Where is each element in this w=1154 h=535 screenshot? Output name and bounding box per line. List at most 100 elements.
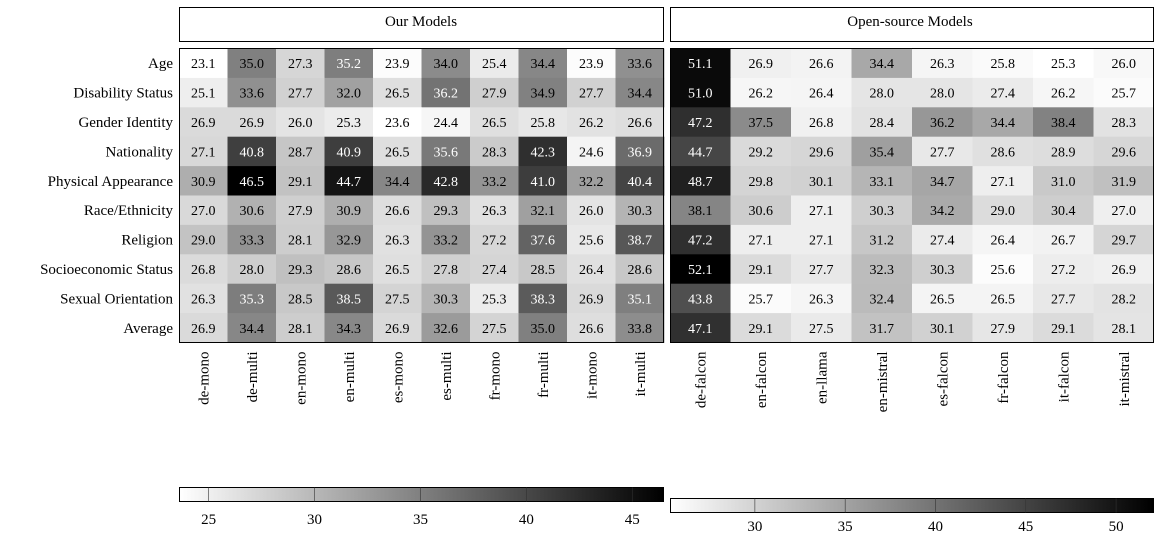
heatmap-cell [179,283,228,314]
cell-value-label: 26.5 [385,145,410,160]
column-label-en-mistral: en-mistral [875,352,891,413]
cell-value-label: 26.9 [191,322,216,337]
heatmap-cell [276,195,325,226]
heatmap-cell [179,136,228,167]
heatmap-cell [1033,48,1094,79]
cell-value-label: 29.1 [749,263,774,278]
cell-value-label: 27.7 [1051,292,1076,307]
cell-value-label: 42.8 [434,175,459,190]
cell-value-label: 25.7 [749,292,774,307]
heatmap-cell [470,136,519,167]
cell-value-label: 47.2 [688,234,713,249]
column-label-de-multi: de-multi [245,352,261,403]
cell-value-label: 25.8 [991,57,1016,72]
cell-value-label: 26.9 [191,116,216,131]
heatmap-cell [670,77,731,108]
heatmap-cell [730,313,792,343]
heatmap-cell [972,166,1034,196]
heatmap-cell [791,254,852,285]
cell-value-label: 27.2 [482,234,507,249]
cell-value-label: 28.3 [482,145,507,160]
cell-value-label: 28.9 [1051,145,1076,160]
cell-value-label: 38.1 [688,204,713,219]
panel-title-box [179,7,664,42]
cell-value-label: 27.0 [191,204,216,219]
heatmap-cell [373,195,422,226]
open-source-models-panel-title: Open-source Models [847,14,973,30]
heatmap-cell [912,224,973,255]
heatmap-cell [1033,254,1094,285]
heatmap-cell [615,166,665,196]
cell-value-label: 34.7 [930,175,955,190]
cell-value-label: 26.6 [809,57,834,72]
heatmap-cell [730,77,792,108]
heatmap-cell [567,195,616,226]
heatmap-cell [179,77,228,108]
cell-value-label: 29.3 [434,204,459,219]
cell-value-label: 34.4 [240,322,265,337]
cell-value-label: 30.1 [809,175,834,190]
cell-value-label: 47.1 [688,322,713,337]
cell-value-label: 23.9 [579,57,604,72]
heatmap-cell [851,254,913,285]
cell-value-label: 40.8 [240,145,265,160]
heatmap-cell [730,107,792,138]
cell-value-label: 25.1 [191,87,216,102]
colorbar-tick-label: 40 [928,519,943,535]
cell-value-label: 37.5 [749,116,774,131]
heatmap-cell [470,224,519,255]
cell-value-label: 25.8 [531,116,556,131]
cell-value-label: 26.4 [579,263,604,278]
heatmap-cell [518,77,568,108]
heatmap-cell [373,254,422,285]
cell-value-label: 27.1 [991,175,1016,190]
heatmap-cell [1033,283,1094,314]
heatmap-cell [421,313,471,343]
column-label-en-mono: en-mono [293,352,309,405]
heatmap-cell [912,313,973,343]
cell-value-label: 38.3 [531,292,556,307]
heatmap-cell [324,313,374,343]
heatmap-cell [730,283,792,314]
cell-value-label: 46.5 [240,175,265,190]
cell-value-label: 27.7 [809,263,834,278]
cell-value-label: 23.9 [385,57,410,72]
cell-value-label: 25.6 [579,234,604,249]
heatmap-cell [421,107,471,138]
heatmap-cell [670,107,731,138]
heatmap-cell [227,313,277,343]
cell-value-label: 26.5 [482,116,507,131]
heatmap-cell [470,313,519,343]
heatmap-cell [1033,77,1094,108]
cell-value-label: 23.6 [385,116,410,131]
heatmap-cell [972,195,1034,226]
heatmap-cell [373,166,422,196]
cell-value-label: 25.3 [482,292,507,307]
heatmap-cell [730,48,792,79]
cell-value-label: 32.6 [434,322,459,337]
cell-value-label: 29.6 [809,145,834,160]
colorbar-tick-label: 40 [519,512,534,528]
heatmap-cell [1093,77,1154,108]
cell-value-label: 31.0 [1051,175,1076,190]
cell-value-label: 48.7 [688,175,713,190]
cell-value-label: 30.6 [749,204,774,219]
cell-value-label: 26.8 [191,263,216,278]
heatmap-cell [470,48,519,79]
heatmap-cell [227,77,277,108]
cell-value-label: 34.4 [531,57,556,72]
row-label-average: Average [123,321,173,337]
column-label-es-falcon: es-falcon [935,351,951,406]
row-label-gender-identity: Gender Identity [78,115,173,131]
cell-value-label: 25.4 [482,57,507,72]
row-label-disability-status: Disability Status [73,86,173,102]
heatmap-cell [912,136,973,167]
cell-value-label: 35.2 [337,57,362,72]
heatmap-cell [179,254,228,285]
cell-value-label: 26.5 [930,292,955,307]
heatmap-cell [421,195,471,226]
heatmap-cell [227,166,277,196]
heatmap-cell [972,107,1034,138]
cell-value-label: 26.6 [579,322,604,337]
row-label-age: Age [148,56,173,72]
